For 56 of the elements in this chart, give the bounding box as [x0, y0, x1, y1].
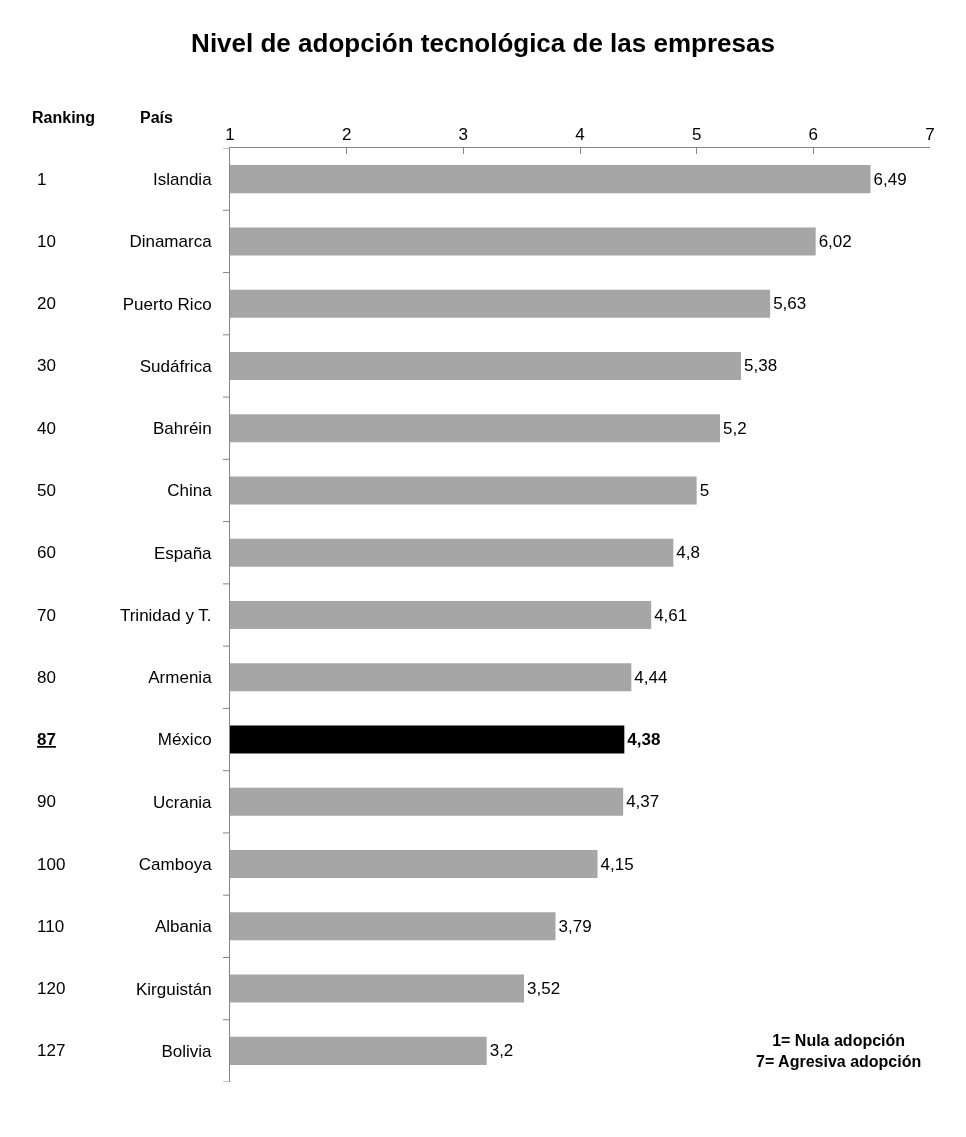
x-tick-label: 1: [225, 125, 235, 145]
text: 30: [37, 356, 56, 375]
text: 100: [37, 855, 66, 874]
data-label: 4,61: [654, 605, 688, 625]
text: País: [140, 109, 174, 126]
text: 120: [37, 979, 66, 998]
y-tick-label: Bolivia: [161, 1041, 213, 1061]
text: 90: [37, 792, 56, 811]
chart-title: Nivel de adopción tecnológica de las empresas: [191, 28, 775, 59]
data-label: 3,79: [558, 916, 592, 936]
y-tick-label: Trinidad y T.: [119, 605, 212, 625]
y-tick-label: Bahréin: [152, 419, 212, 439]
text: 10: [37, 232, 56, 251]
y-tick-label: Islandia: [152, 170, 213, 190]
x-tick-label: 2: [341, 125, 352, 145]
x-tick-label: 6: [808, 125, 819, 145]
text: 70: [37, 606, 56, 625]
text: 87: [37, 730, 56, 749]
data-label: 5,2: [723, 418, 747, 438]
text: 20: [37, 294, 56, 313]
data-label: 3,52: [527, 979, 561, 999]
y-tick-label: Dinamarca: [129, 232, 213, 252]
y-tick-label: México: [157, 730, 212, 750]
data-label: 5,38: [744, 356, 778, 376]
text: 50: [37, 481, 56, 500]
text: 1: [37, 170, 47, 189]
y-tick-label: Kirguistán: [135, 979, 212, 999]
x-tick-label: 4: [575, 125, 585, 145]
data-label: 4,44: [634, 667, 668, 687]
data-label: 4,8: [676, 543, 700, 563]
text: 60: [37, 543, 56, 562]
data-label: 4,38: [627, 730, 661, 750]
text: Ranking: [32, 109, 96, 126]
y-tick-label: Ucrania: [153, 792, 213, 812]
text: 110: [37, 917, 65, 936]
data-label: 6,49: [873, 169, 907, 189]
data-label: 5: [699, 480, 710, 500]
data-label: 4,37: [626, 792, 660, 812]
text: 40: [37, 419, 56, 438]
y-tick-label: Puerto Rico: [122, 294, 212, 314]
y-tick-label: Sudáfrica: [139, 356, 213, 376]
x-tick-label: 3: [458, 125, 469, 145]
text: 80: [37, 668, 56, 687]
annotation: 1= Nula adopción 7= Agresiva adopción: [756, 1032, 922, 1070]
y-tick-label: Albania: [154, 917, 213, 937]
data-label: 3,2: [489, 1041, 514, 1061]
y-tick-label: Armenia: [148, 668, 213, 688]
text: 127: [37, 1041, 66, 1060]
x-tick-label: 7: [925, 125, 935, 145]
x-tick-label: 5: [691, 125, 702, 145]
y-tick-label: Camboya: [138, 855, 213, 875]
y-tick-label: China: [167, 481, 213, 501]
data-label: 6,02: [818, 231, 852, 251]
data-label: 4,15: [600, 854, 634, 874]
data-label: 5,63: [773, 294, 807, 314]
y-tick-label: España: [153, 543, 213, 563]
